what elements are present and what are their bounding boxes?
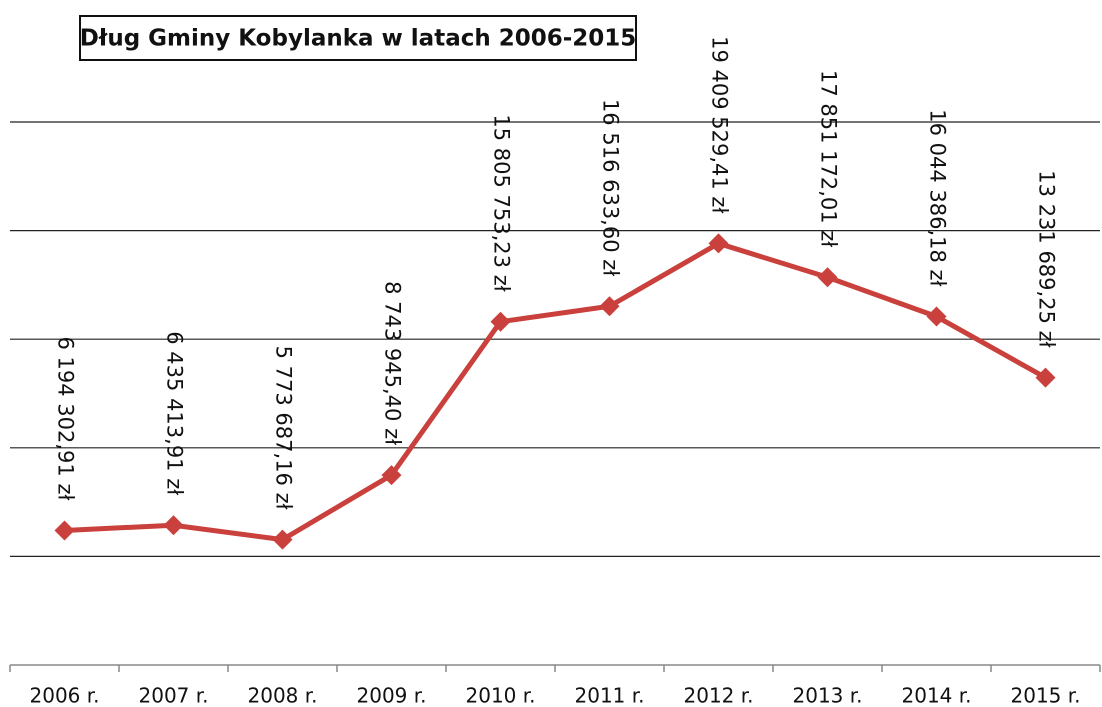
x-tick-label: 2011 r. <box>575 684 645 707</box>
data-point <box>1035 367 1056 388</box>
title-box <box>79 15 637 61</box>
data-point <box>163 515 184 536</box>
x-tick-label: 2006 r. <box>30 684 100 707</box>
data-label: 19 409 529,41 zł <box>708 36 732 213</box>
data-point <box>926 306 947 327</box>
series-line <box>64 240 1047 543</box>
data-point <box>490 311 511 332</box>
x-tick-label: 2008 r. <box>248 684 318 707</box>
data-label: 5 773 687,16 zł <box>272 346 296 510</box>
data-point <box>708 233 729 254</box>
data-label: 6 435 413,91 zł <box>163 331 187 495</box>
x-tick-label: 2009 r. <box>357 684 427 707</box>
data-point <box>54 520 75 541</box>
data-label: 16 044 386,18 zł <box>926 109 950 286</box>
x-tick-label: 2015 r. <box>1011 684 1081 707</box>
data-label: 16 516 633,60 zł <box>599 99 623 276</box>
data-point <box>272 529 293 550</box>
x-tick-label: 2012 r. <box>684 684 754 707</box>
data-point <box>381 465 402 486</box>
data-label: 6 194 302,91 zł <box>54 337 78 501</box>
data-point <box>599 296 620 317</box>
x-tick-label: 2014 r. <box>902 684 972 707</box>
data-label: 13 231 689,25 zł <box>1035 170 1059 347</box>
chart-title: Dług Gminy Kobylanka w latach 2006-2015 <box>80 26 637 52</box>
data-point <box>817 267 838 288</box>
data-label: 17 851 172,01 zł <box>817 70 841 247</box>
data-label: 15 805 753,23 zł <box>490 114 514 291</box>
x-tick-label: 2013 r. <box>793 684 863 707</box>
x-tick-label: 2007 r. <box>139 684 209 707</box>
x-tick-label: 2010 r. <box>466 684 536 707</box>
data-label: 8 743 945,40 zł <box>381 281 405 445</box>
